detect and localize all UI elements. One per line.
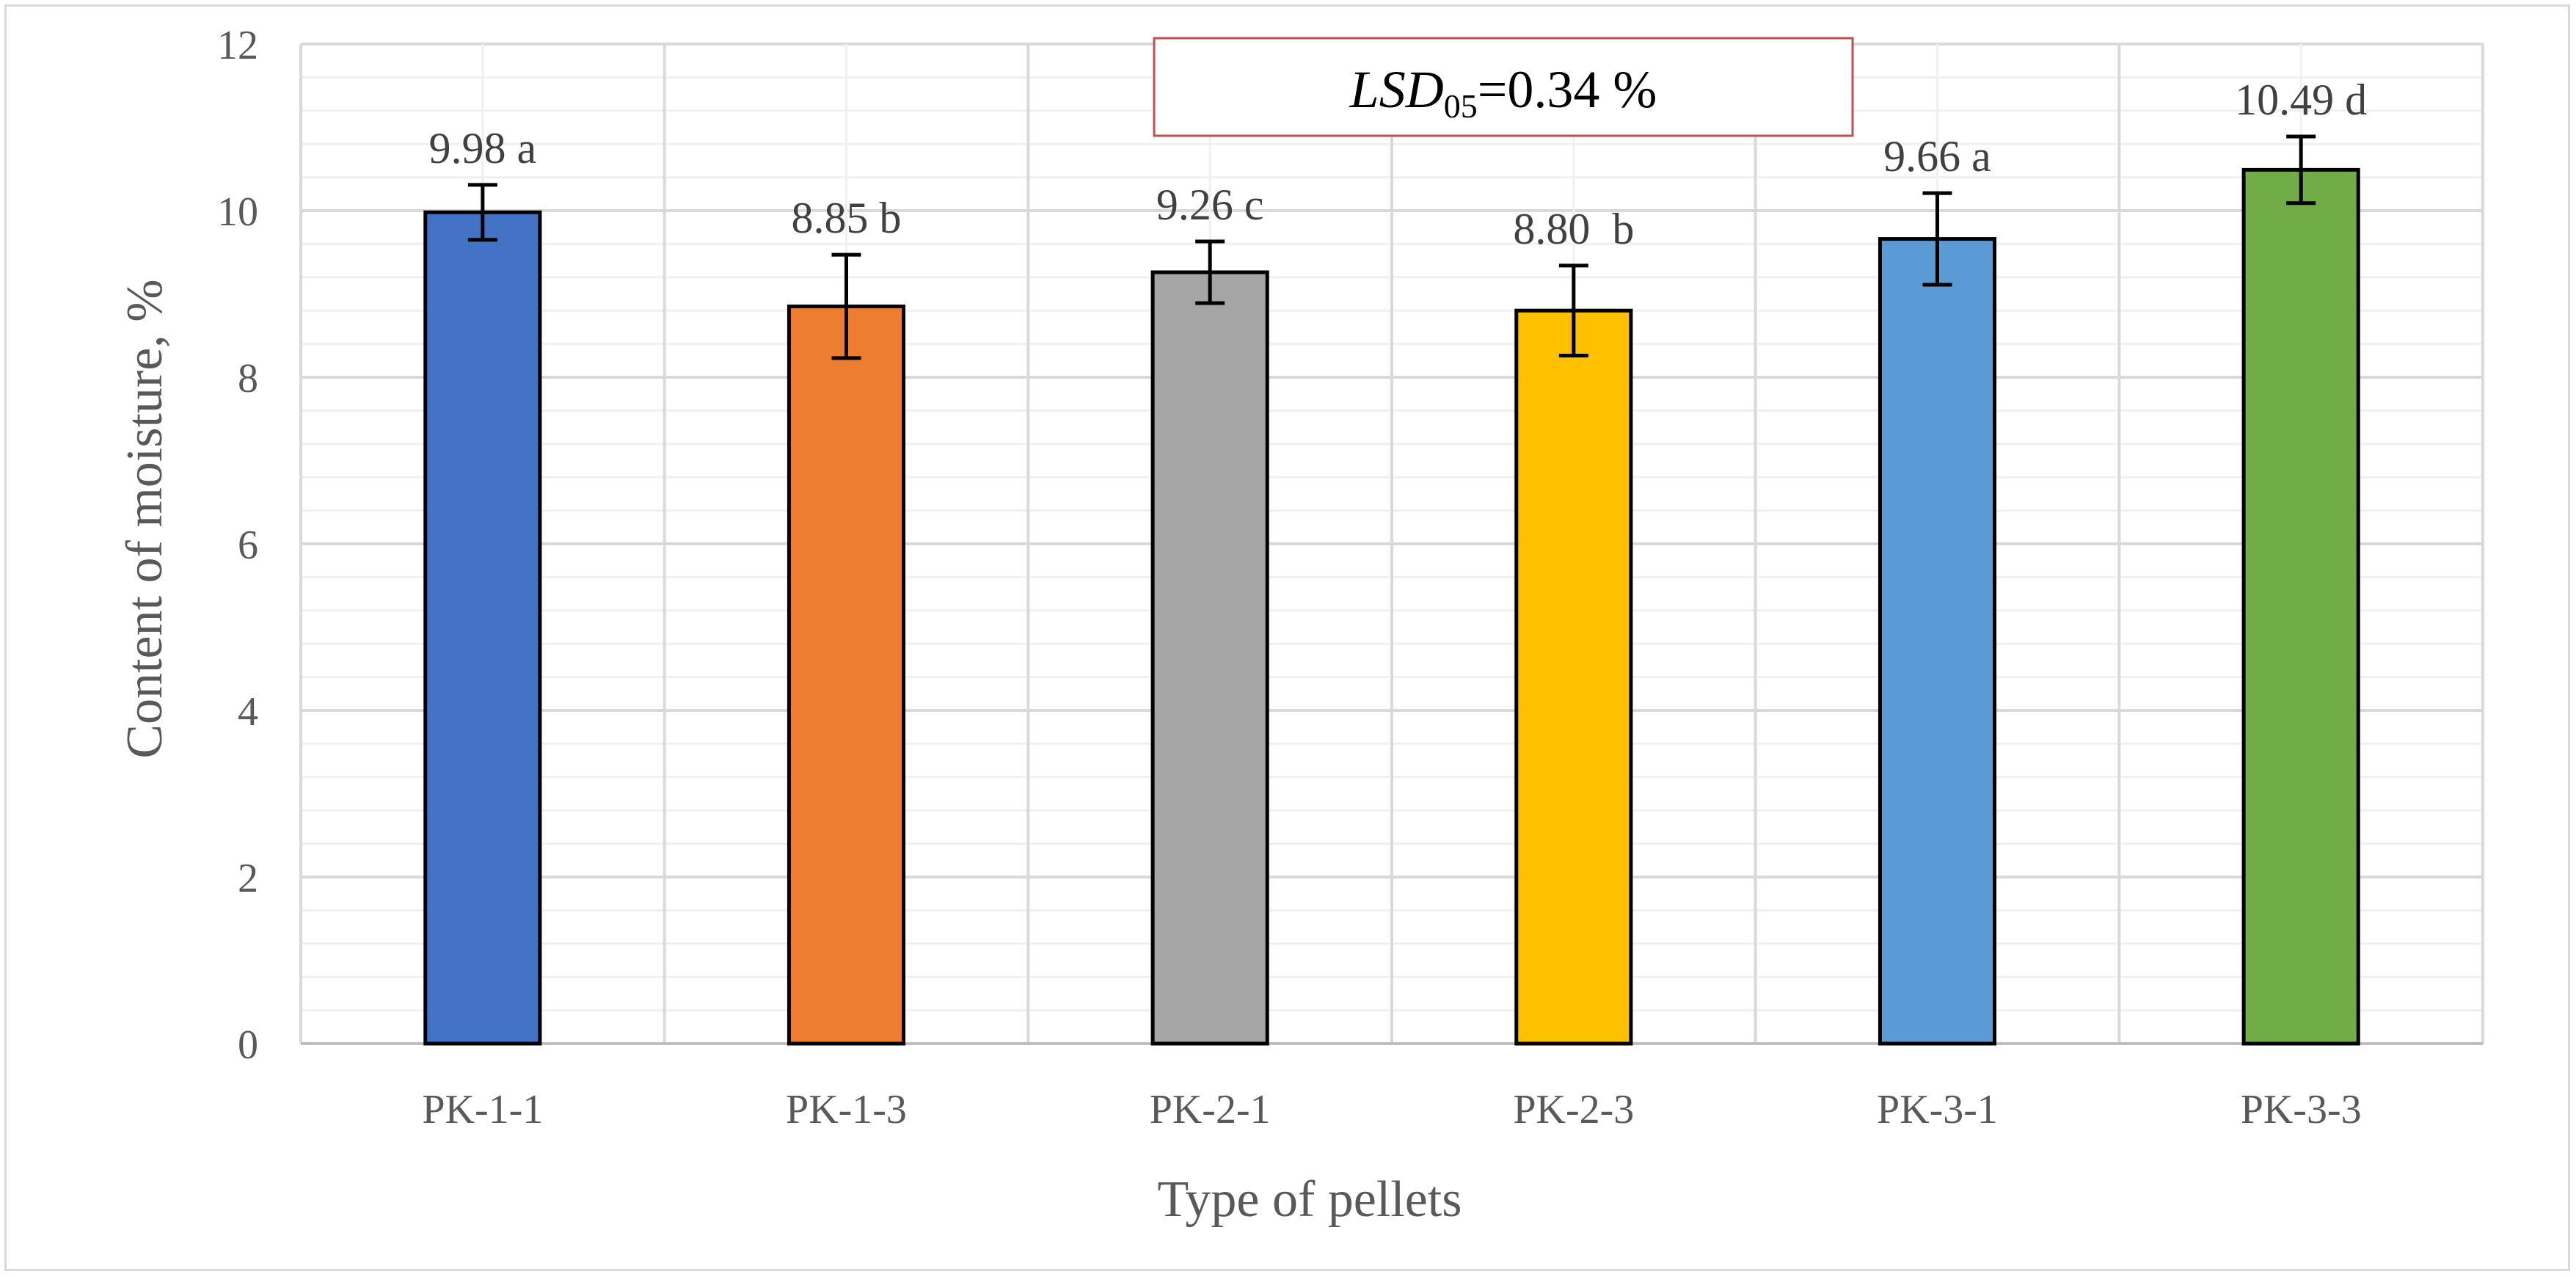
lsd-box [1153, 37, 1854, 137]
data-label: 8.85 b [792, 194, 902, 242]
data-label: 9.98 a [429, 124, 537, 172]
y-tick-label: 4 [238, 689, 258, 735]
x-tick-label: PK-3-3 [2241, 1087, 2362, 1132]
x-tick-label: PK-1-1 [422, 1087, 543, 1132]
gridlines [299, 43, 2484, 1045]
y-tick-label: 8 [238, 356, 258, 401]
bar [787, 305, 906, 1046]
bar [423, 210, 542, 1046]
bar [1878, 237, 1997, 1046]
x-tick-label: PK-3-1 [1877, 1087, 1998, 1132]
data-label: 9.26 c [1156, 181, 1264, 229]
y-tick-label: 6 [238, 523, 258, 568]
bar [1150, 270, 1269, 1046]
axes: 0 2 4 6 8 10 12 PK-1-1 PK-1-3 PK-2-1 PK-2-3 PK-3-1 P… [217, 23, 2483, 1132]
x-tick-label: PK-2-1 [1150, 1087, 1271, 1132]
y-tick-label: 12 [217, 23, 258, 68]
x-tick-label: PK-1-3 [786, 1087, 907, 1132]
data-label: 8.80 b [1513, 205, 1634, 253]
data-labels: 9.98 a 8.85 b 9.26 c 8.80 b 9.66 a 10.49 d [429, 76, 2368, 253]
data-label: 10.49 d [2235, 76, 2367, 124]
y-tick-label: 10 [217, 189, 258, 235]
lsd-subscript: 05 [1444, 87, 1478, 125]
bar [2241, 167, 2360, 1046]
x-tick-label: PK-2-3 [1513, 1087, 1634, 1132]
lsd-label: LSD [1349, 60, 1444, 119]
lsd-annotation: LSD05=0.34 % [1153, 37, 1854, 137]
lsd-text: LSD05=0.34 % [1349, 60, 1657, 125]
y-tick-label: 0 [238, 1022, 258, 1068]
bar [1514, 308, 1633, 1046]
lsd-value: =0.34 % [1478, 60, 1657, 119]
y-axis-title: Content of moisture, % [117, 279, 173, 758]
data-label: 9.66 a [1883, 132, 1991, 181]
bars [423, 134, 2360, 1046]
x-axis-title: Type of pellets [1158, 1171, 1462, 1228]
y-tick-label: 2 [238, 856, 258, 901]
